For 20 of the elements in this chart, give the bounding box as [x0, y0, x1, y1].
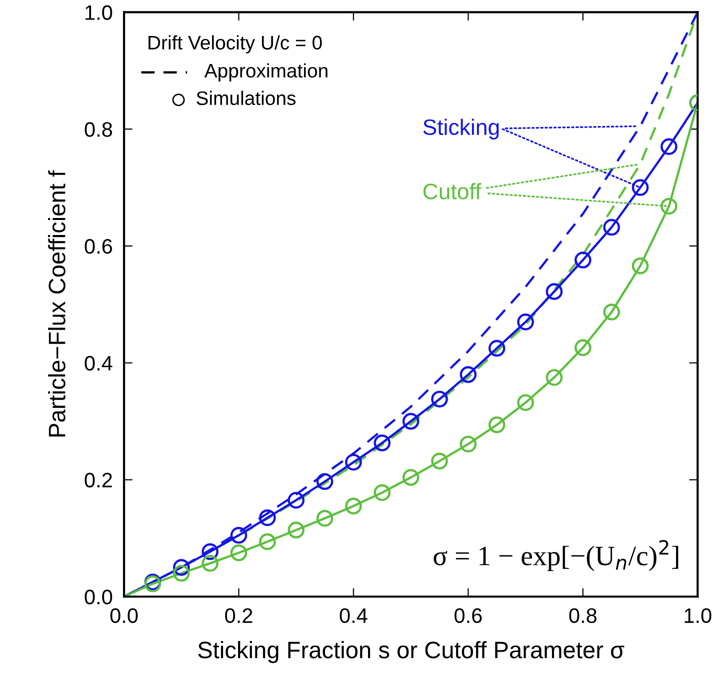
y-tick-label: 0.6: [84, 238, 112, 254]
x-tick-label: 0.8: [569, 608, 596, 624]
x-tick-label: 0.6: [454, 608, 482, 624]
x-axis-title: Sticking Fraction s or Cutoff Parameter σ: [198, 641, 624, 664]
y-tick-label: 0.0: [84, 590, 112, 604]
x-tick-label: 0.0: [110, 608, 138, 624]
x-tick-label: 0.4: [340, 608, 368, 624]
x-tick-label: 1.0: [684, 608, 712, 624]
y-tick-label: 0.8: [84, 122, 112, 137]
annotation: Cutoff: [423, 183, 482, 200]
annotation: σ = 1 − exp[−(U$_{n}$/c)$^{2}$]: [434, 540, 678, 572]
y-tick-label: 1.0: [86, 5, 112, 20]
y-tick-label: 0.2: [84, 472, 112, 488]
annotation: Sticking: [423, 118, 499, 140]
y-tick-label: 0.4: [84, 356, 112, 371]
annotation: Approximation: [204, 63, 328, 82]
y-axis-title: Particle−Flux Coefficient f: [48, 170, 66, 436]
annotation: Drift Velocity U/c = 0: [148, 35, 322, 54]
annotation: Simulations: [196, 90, 296, 106]
x-tick-label: 0.2: [225, 608, 252, 624]
